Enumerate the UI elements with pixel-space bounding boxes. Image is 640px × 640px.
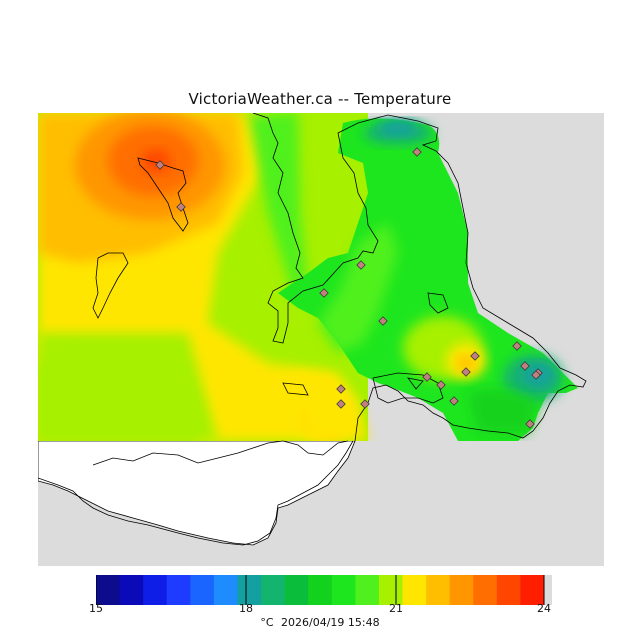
station-marker [336,384,346,394]
scale-swatch [426,575,451,605]
temperature-field-west [38,113,368,441]
station-marker [531,370,541,380]
scale-swatch [284,575,309,605]
station-marker [360,399,370,409]
unit-label: °C [260,616,274,629]
station-marker [525,419,535,429]
scale-tick-label: 24 [537,602,551,615]
station-marker [155,160,165,170]
scale-swatch [378,575,404,605]
station-marker [470,351,480,361]
scale-tick-label: 21 [389,602,403,615]
scale-swatch [119,575,144,605]
scale-swatch [143,575,168,605]
station-marker [356,260,366,270]
temperature-color-scale [96,575,552,605]
coastlines [38,113,587,546]
station-marker [512,341,522,351]
footer: °C 2026/04/19 15:48 [0,616,640,629]
scale-swatch [166,575,191,605]
scale-swatch [331,575,356,605]
timestamp: 2026/04/19 15:48 [281,616,380,629]
station-marker [336,399,346,409]
scale-tick-label: 18 [239,602,253,615]
scale-swatch [96,575,121,605]
scale-swatch [190,575,215,605]
station-marker [319,288,329,298]
scale-swatch [473,575,498,605]
scale-swatch [520,575,545,605]
station-marker [176,202,186,212]
station-marker [449,396,459,406]
scale-swatch [261,575,286,605]
scale-swatch [496,575,522,605]
temperature-map [38,113,604,566]
scale-swatch [355,575,380,605]
station-marker [378,316,388,326]
station-marker [422,372,432,382]
scale-end-cap [544,575,552,605]
scale-swatch [213,575,239,605]
station-markers [155,147,543,429]
station-marker [412,147,422,157]
scale-swatch [308,575,333,605]
station-marker [520,361,530,371]
scale-swatch [449,575,474,605]
temperature-field-east [278,118,578,441]
scale-swatch [402,575,427,605]
station-marker [436,380,446,390]
station-marker [461,367,471,377]
scale-tick-label: 15 [89,602,103,615]
scale-swatch [237,575,262,605]
page-title: VictoriaWeather.ca -- Temperature [188,90,452,108]
